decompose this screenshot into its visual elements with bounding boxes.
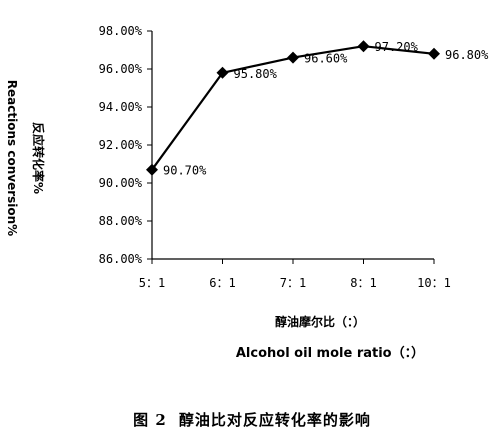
y-tick-label: 92.00% — [99, 138, 143, 152]
line-chart: 86.00% 88.00% 90.00% 92.00% 94.00% 96.00% 98.0… — [5, 24, 489, 361]
y-tick-label: 94.00% — [99, 100, 143, 114]
x-tick-label: 5：1 — [139, 276, 165, 290]
x-axis: 5：1 6：1 7：1 8：1 10：1 — [139, 258, 451, 290]
y-tick-label: 98.00% — [99, 24, 143, 38]
data-point-marker — [428, 47, 440, 60]
x-axis-title-cn: 醇油摩尔比（：） — [275, 314, 365, 329]
x-tick-label: 10：1 — [417, 276, 451, 290]
data-label: 96.80% — [445, 48, 489, 62]
figure-title: 醇油比对反应转化率的影响 — [178, 411, 371, 429]
y-tick-label: 96.00% — [99, 62, 143, 76]
y-tick-label: 86.00% — [99, 252, 143, 266]
x-tick-label: 8：1 — [350, 276, 376, 290]
data-point-marker — [146, 163, 158, 176]
y-axis-title-en: Reactions conversion% — [5, 80, 19, 236]
x-axis-title-en: Alcohol oil mole ratio（：） — [236, 345, 424, 361]
data-label: 97.20% — [375, 40, 419, 54]
data-point-marker — [216, 66, 229, 79]
series-line — [151, 45, 435, 171]
y-axis: 86.00% 88.00% 90.00% 92.00% 94.00% 96.00% 98.0… — [99, 24, 153, 266]
figure-number: 图 2 — [133, 411, 167, 429]
data-label: 90.70% — [163, 164, 207, 178]
data-labels: 90.70% 95.80% 96.60% 97.20% 96.80% — [163, 40, 489, 178]
data-point-marker — [357, 40, 370, 53]
x-tick-label: 7：1 — [280, 276, 306, 290]
y-tick-label: 88.00% — [99, 214, 143, 228]
y-axis-title-cn: 反应转化率% — [31, 122, 46, 194]
data-label: 96.60% — [304, 52, 348, 66]
data-label: 95.80% — [234, 67, 278, 81]
data-point-marker — [287, 51, 299, 64]
figure-caption: 图 2 醇油比对反应转化率的影响 — [0, 409, 504, 430]
y-tick-label: 90.00% — [99, 176, 143, 190]
x-tick-label: 6：1 — [209, 276, 235, 290]
series-conversion — [146, 40, 440, 176]
